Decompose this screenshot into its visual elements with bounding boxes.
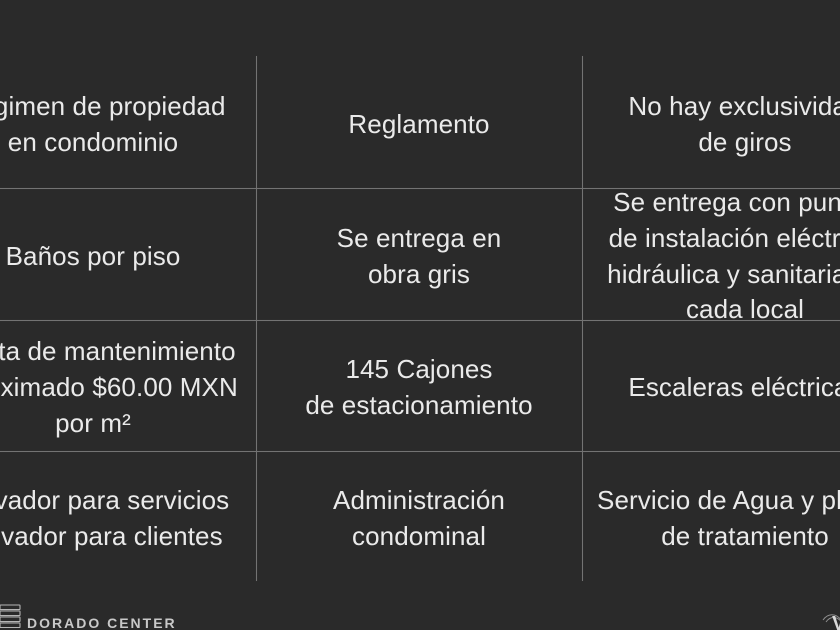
svg-text:V: V [832,613,840,630]
